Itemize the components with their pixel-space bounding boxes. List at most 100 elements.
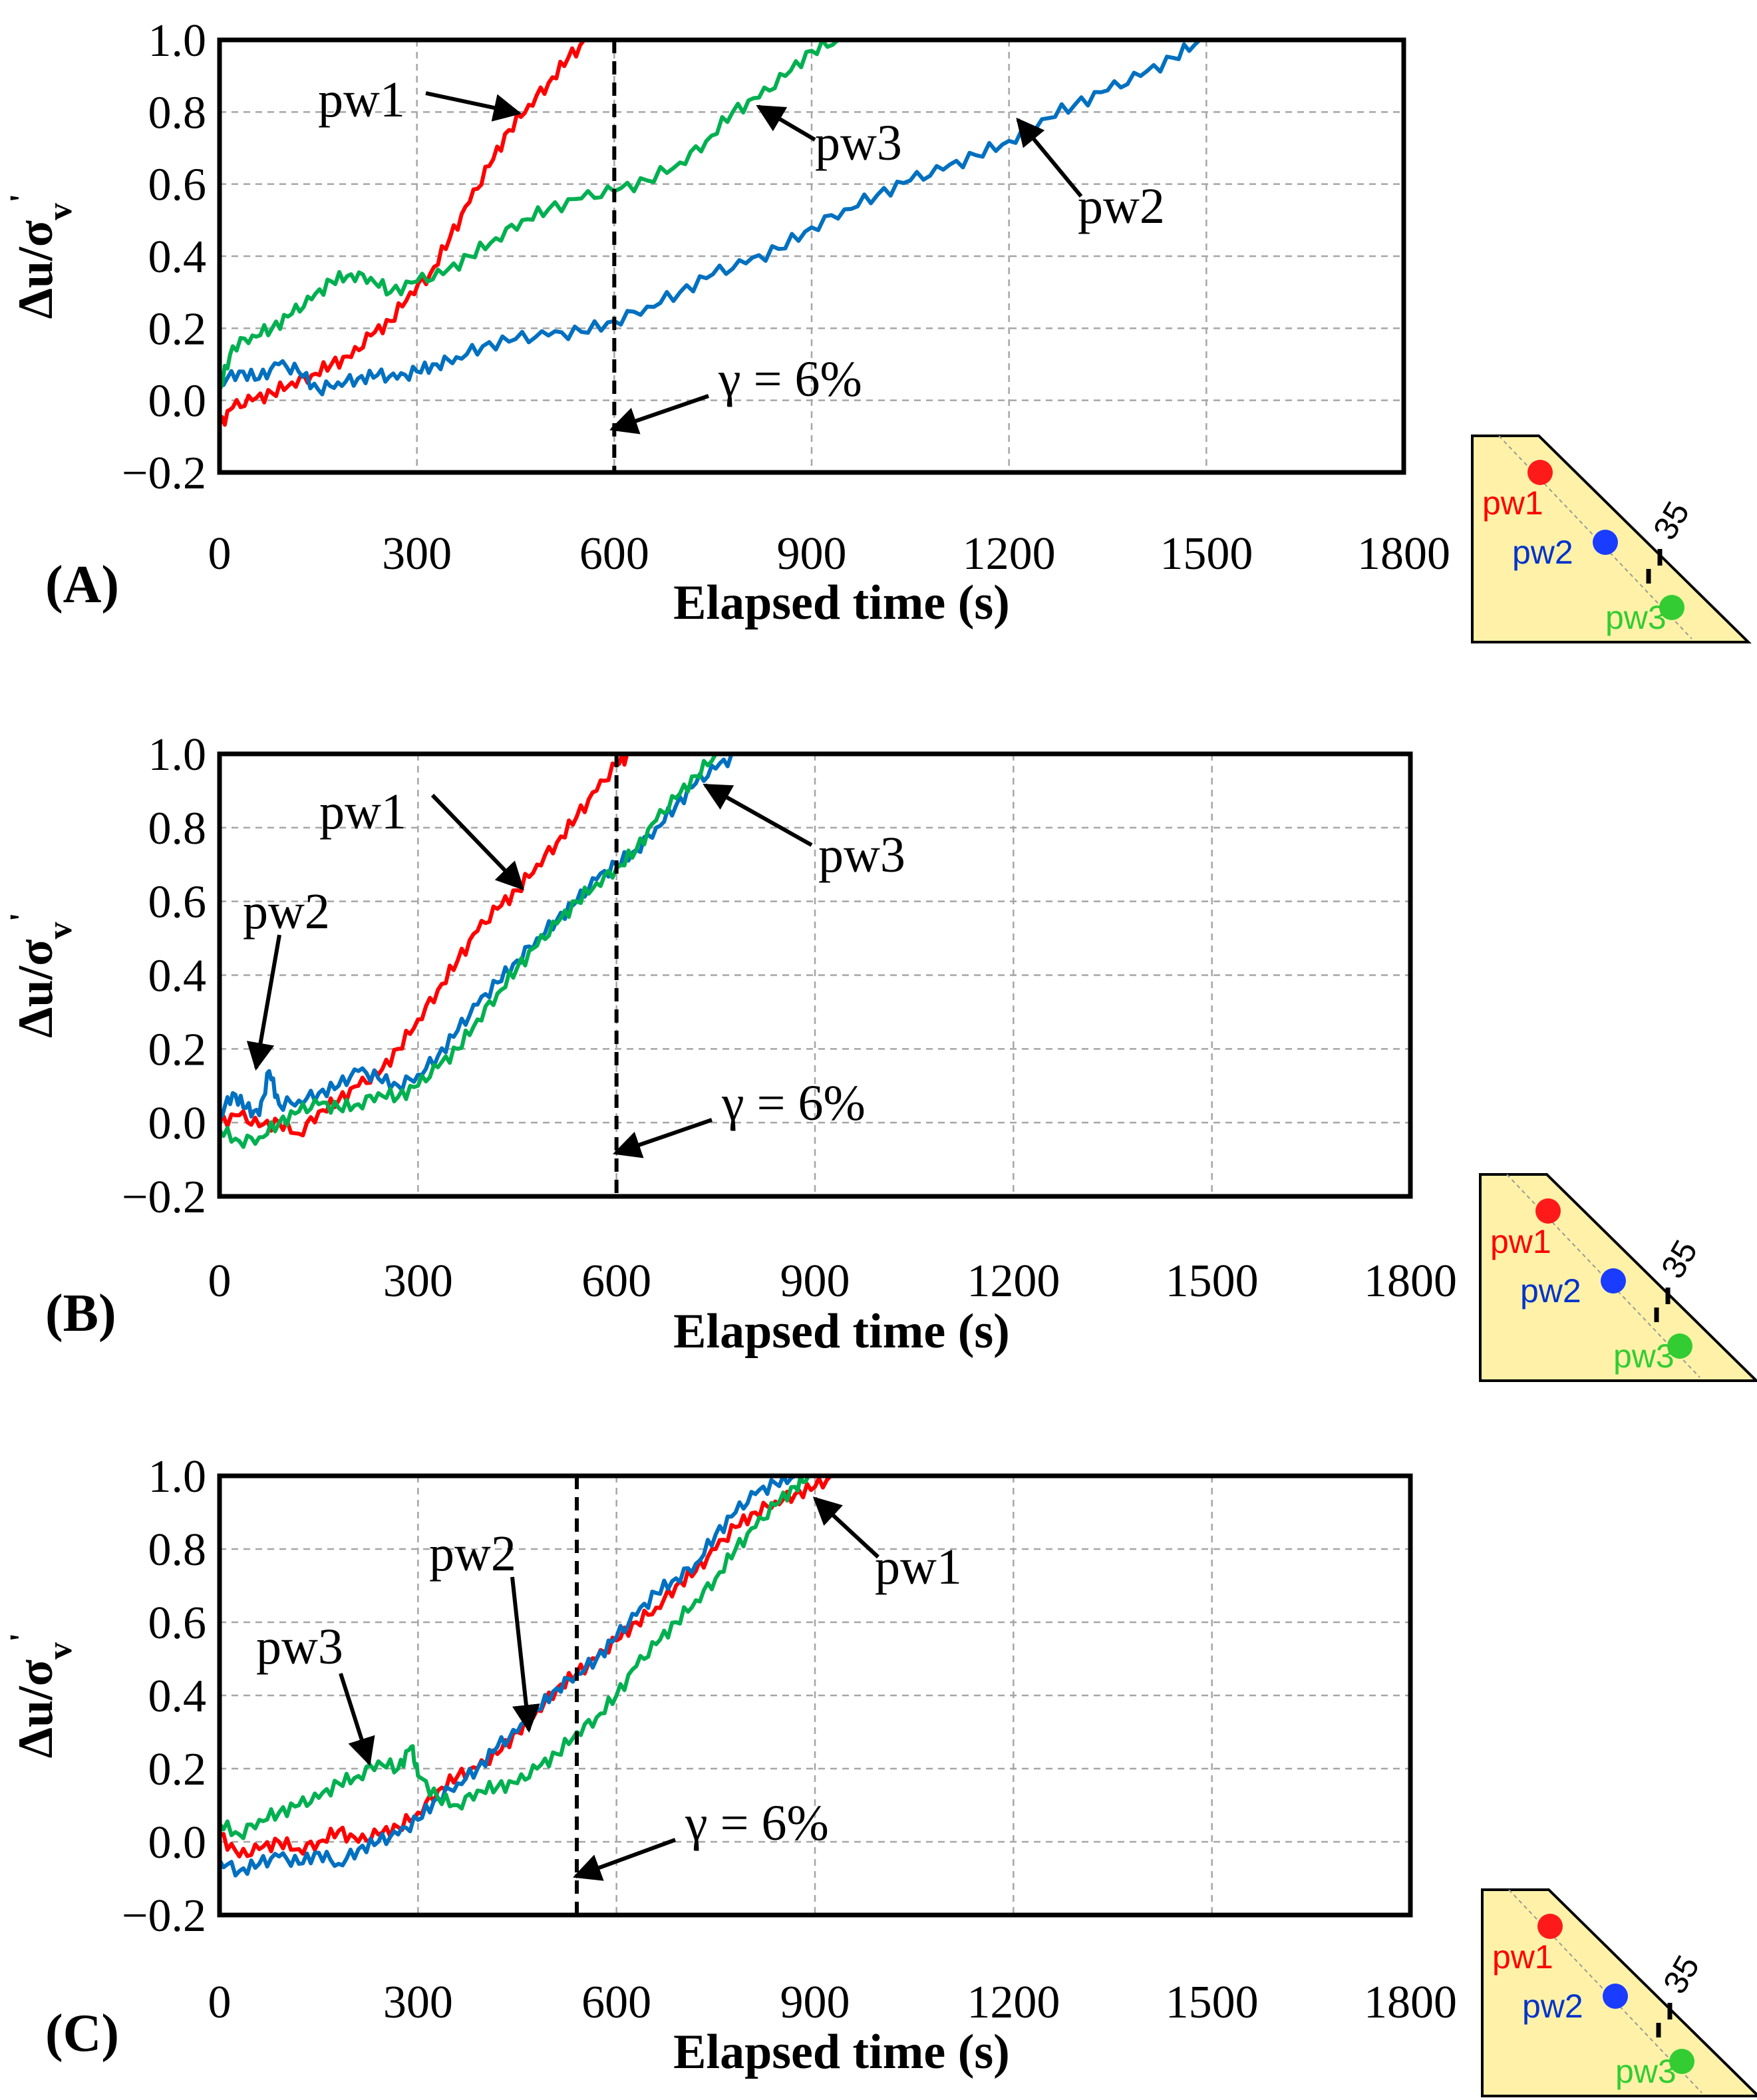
- gamma-arrow: [613, 1118, 713, 1158]
- gamma-label: γ = 6%: [718, 351, 862, 407]
- annotation-arrow: [246, 934, 281, 1071]
- annotation-arrow: [1016, 117, 1083, 198]
- x-tick-label: 600: [581, 1977, 651, 2028]
- series-line-pw1: [218, 752, 630, 1138]
- plot-frame: [217, 37, 1406, 475]
- inset-dot-pw1: [1537, 1914, 1563, 1939]
- inset-dot-pw3: [1659, 595, 1684, 620]
- inset-label-pw2: pw2: [1522, 1988, 1583, 2025]
- inset-label-pw3: pw3: [1615, 2053, 1677, 2090]
- x-axis-title: Elapsed time (s): [673, 1304, 1010, 1359]
- annotation-pw3: pw3: [818, 827, 905, 883]
- x-tick-label: 0: [208, 1256, 232, 1307]
- x-tick-label: 1500: [1166, 1256, 1259, 1307]
- inset-label-pw2: pw2: [1520, 1272, 1581, 1310]
- x-tick-label: 300: [383, 1977, 453, 2028]
- series-line-pw3: [218, 38, 840, 391]
- x-tick-label: 300: [383, 1256, 453, 1307]
- inset-dot-pw1: [1527, 460, 1553, 485]
- inset-dot-pw2: [1593, 530, 1618, 555]
- x-axis-title: Elapsed time (s): [673, 576, 1010, 630]
- gamma-arrow: [609, 394, 709, 435]
- inset-dot-pw3: [1667, 1333, 1692, 1359]
- annotation-pw3: pw3: [256, 1619, 343, 1675]
- x-tick-label: 300: [382, 528, 452, 580]
- x-tick-label: 900: [780, 1256, 850, 1307]
- annotation-pw1: pw1: [318, 72, 405, 128]
- inset-label-pw3: pw3: [1605, 599, 1667, 636]
- series-line-pw3: [218, 753, 718, 1149]
- gamma-label: γ = 6%: [685, 1795, 829, 1851]
- annotation-arrow: [756, 104, 816, 142]
- inset-label-pw1: pw1: [1492, 1938, 1553, 1976]
- panel-b: 0 300 600 900 1200 1500 1800 −0.2 0.0 0.2 0.4 0.6 0.…: [3, 729, 1458, 1359]
- inset-angle-label: 35: [1656, 1949, 1706, 2000]
- inset-dot-pw1: [1535, 1198, 1561, 1224]
- annotation-pw1: pw1: [319, 784, 406, 840]
- y-tick-label: 0.0: [148, 1817, 207, 1868]
- x-axis-title: Elapsed time (s): [673, 2025, 1010, 2079]
- panel-label: (C): [45, 2004, 119, 2063]
- panel-label: (B): [45, 1284, 116, 1343]
- inset-dot-pw3: [1669, 2049, 1694, 2074]
- y-tick-label: −0.2: [122, 448, 206, 499]
- inset-dot-pw2: [1603, 1984, 1628, 2009]
- y-tick-label: 0.0: [148, 1098, 207, 1149]
- y-tick-label: 0.8: [148, 87, 207, 138]
- annotation-arrow: [339, 1673, 375, 1767]
- inset-dot-pw2: [1601, 1268, 1626, 1294]
- inset-label-pw2: pw2: [1512, 534, 1573, 571]
- inset-label-pw3: pw3: [1613, 1337, 1675, 1375]
- x-tick-label: 1500: [1160, 528, 1253, 580]
- panel-c: 0 300 600 900 1200 1500 1800 −0.2 0.0 0.2 0.4 0.6 0.…: [3, 1451, 1458, 2079]
- panel-a: 0 300 600 900 1200 1500 1800 −0.2 0.0 0.2 0.4 0.6 0.…: [3, 15, 1451, 630]
- annotation-pw1: pw1: [875, 1539, 962, 1595]
- inset-angle-label: 35: [1654, 1234, 1704, 1284]
- plot-frame: [217, 1473, 1413, 1918]
- x-tick-label: 600: [579, 528, 649, 580]
- y-tick-label: −0.2: [122, 1172, 206, 1223]
- y-tick-label: 0.4: [148, 232, 207, 283]
- gamma-label: γ = 6%: [721, 1075, 866, 1131]
- inset-angle-label: 35: [1646, 495, 1696, 546]
- y-tick-label: 0.2: [148, 303, 207, 355]
- inset-diagram-a: pw1 pw2 pw3 35: [1471, 435, 1752, 643]
- y-tick-label: 0.0: [148, 376, 207, 427]
- x-tick-label: 0: [208, 528, 232, 580]
- x-tick-label: 600: [581, 1256, 651, 1307]
- annotation-arrow: [425, 91, 522, 122]
- x-tick-label: 1800: [1364, 1256, 1457, 1307]
- y-tick-label: 0.2: [148, 1024, 207, 1075]
- y-tick-label: 0.6: [148, 1598, 207, 1649]
- gamma-arrow: [573, 1838, 677, 1881]
- x-tick-label: 1800: [1364, 1977, 1457, 2028]
- x-tick-label: 0: [208, 1977, 232, 2028]
- panel-label: (A): [45, 556, 119, 614]
- annotation-pw3: pw3: [815, 115, 902, 171]
- series-line-pw2: [218, 38, 1201, 397]
- annotation-arrow: [812, 1496, 880, 1559]
- y-tick-label: 0.8: [148, 1524, 207, 1576]
- y-tick-label: −0.2: [122, 1890, 206, 1942]
- x-tick-label: 1500: [1166, 1977, 1259, 2028]
- annotation-arrow: [430, 793, 524, 891]
- annotation-pw2: pw2: [429, 1526, 516, 1582]
- y-axis-title: Δu/σv': [3, 912, 79, 1038]
- x-tick-label: 1200: [967, 1256, 1060, 1307]
- y-tick-label: 0.6: [148, 160, 207, 211]
- y-tick-label: 1.0: [148, 729, 207, 781]
- y-tick-label: 0.4: [148, 1671, 207, 1722]
- inset-label-pw1: pw1: [1490, 1223, 1551, 1260]
- y-tick-label: 0.4: [148, 951, 207, 1002]
- inset-label-pw1: pw1: [1482, 484, 1543, 522]
- series-line-pw2: [218, 1474, 796, 1878]
- y-tick-label: 1.0: [148, 15, 207, 67]
- annotation-pw2: pw2: [1078, 178, 1165, 234]
- y-axis-title: Δu/σv': [3, 1633, 79, 1759]
- x-tick-label: 1800: [1357, 528, 1450, 580]
- annotation-pw2: pw2: [243, 884, 330, 940]
- y-tick-label: 1.0: [148, 1451, 207, 1502]
- series-line-pw1: [218, 38, 588, 427]
- inset-diagram-c: pw1 pw2 pw3 35: [1481, 1888, 1757, 2097]
